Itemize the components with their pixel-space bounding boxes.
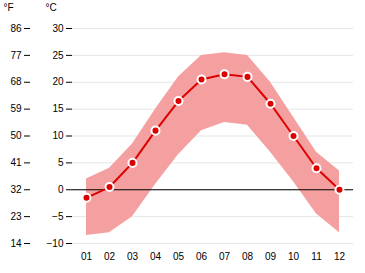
svg-text:02: 02 (104, 251, 116, 262)
svg-text:59: 59 (10, 103, 22, 114)
svg-text:68: 68 (10, 76, 22, 87)
svg-text:23: 23 (10, 211, 22, 222)
svg-text:03: 03 (127, 251, 139, 262)
svg-text:25: 25 (52, 50, 64, 61)
svg-text:32: 32 (10, 184, 22, 195)
svg-text:5: 5 (58, 157, 64, 168)
svg-text:20: 20 (52, 76, 64, 87)
svg-text:86: 86 (10, 23, 22, 34)
svg-text:41: 41 (10, 157, 22, 168)
svg-text:04: 04 (150, 251, 162, 262)
svg-text:07: 07 (219, 251, 231, 262)
svg-text:11: 11 (311, 251, 322, 262)
svg-text:15: 15 (52, 103, 64, 114)
svg-text:05: 05 (173, 251, 185, 262)
svg-text:−10: −10 (47, 238, 64, 249)
svg-text:01: 01 (81, 251, 93, 262)
svg-text:06: 06 (196, 251, 208, 262)
svg-text:°C: °C (46, 2, 57, 13)
svg-text:12: 12 (334, 251, 346, 262)
svg-text:°F: °F (4, 2, 14, 13)
svg-text:10: 10 (52, 130, 64, 141)
svg-text:50: 50 (10, 130, 22, 141)
svg-text:−5: −5 (52, 211, 64, 222)
svg-text:09: 09 (265, 251, 277, 262)
svg-text:14: 14 (10, 238, 22, 249)
svg-text:0: 0 (58, 184, 64, 195)
svg-text:77: 77 (10, 50, 22, 61)
svg-text:10: 10 (288, 251, 300, 262)
svg-text:30: 30 (52, 23, 64, 34)
svg-text:08: 08 (242, 251, 254, 262)
